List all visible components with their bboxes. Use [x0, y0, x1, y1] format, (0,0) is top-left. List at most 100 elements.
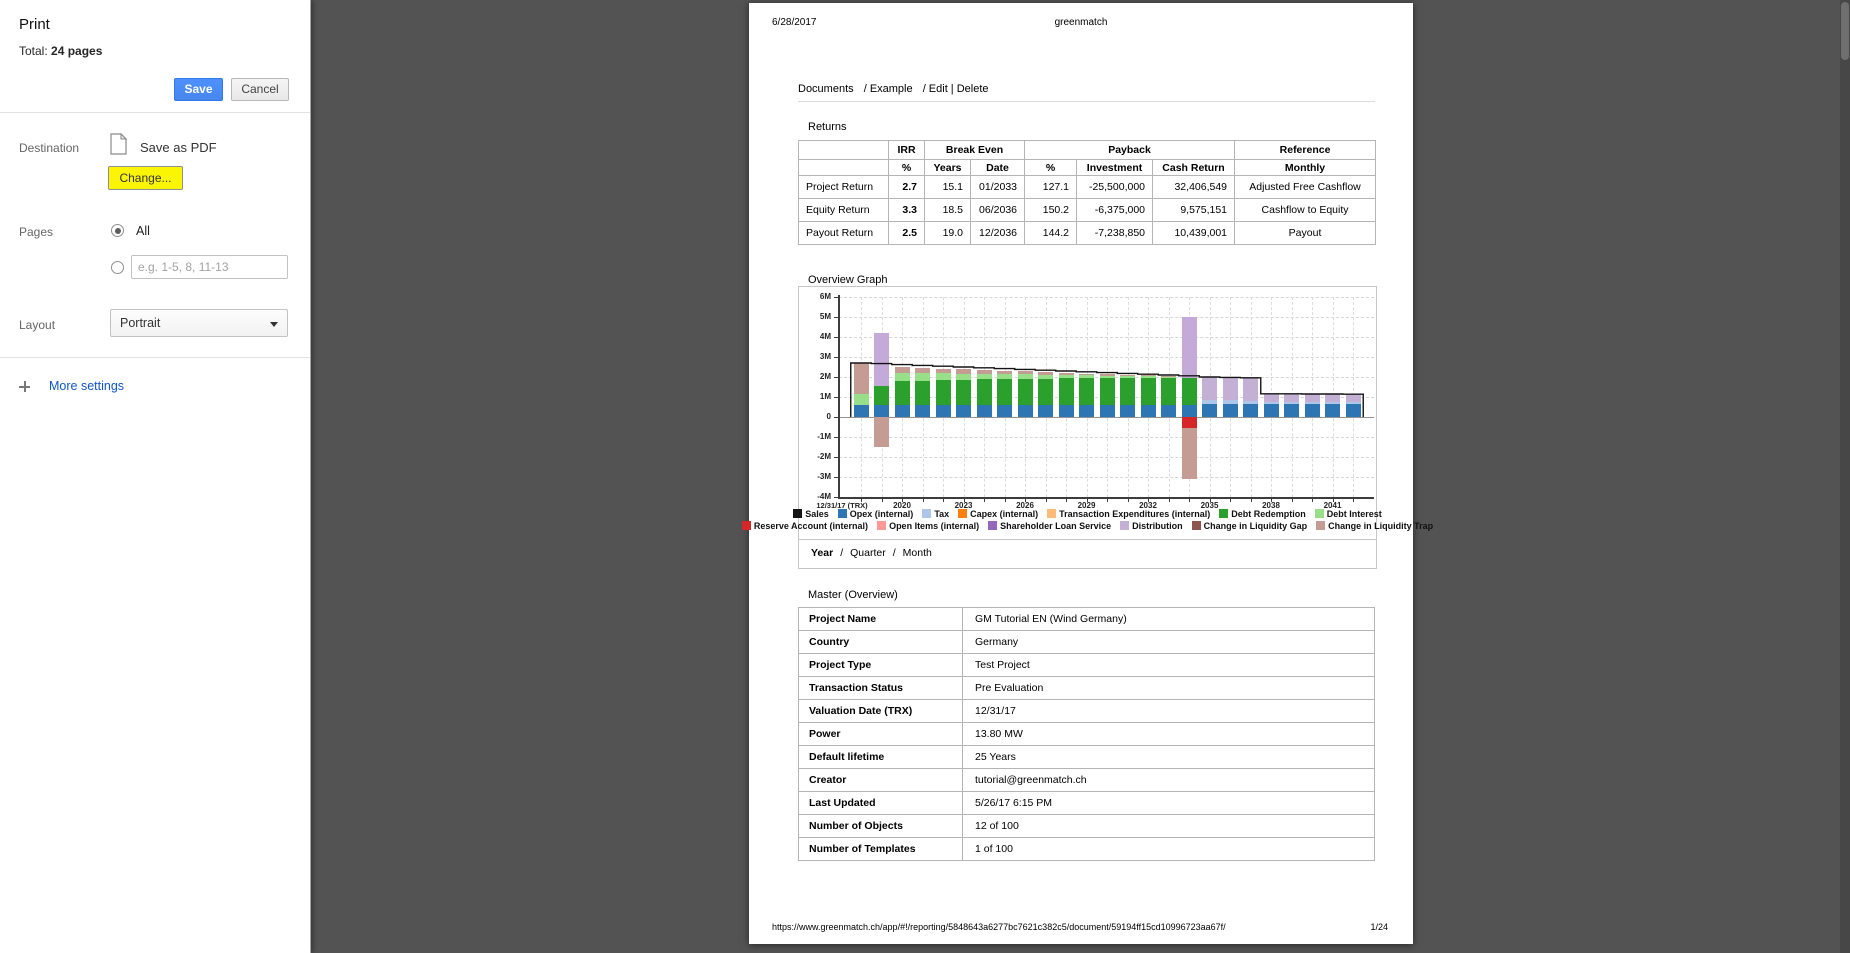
print-dialog: Print Total: 24 pages Save Cancel Destin…: [0, 0, 311, 953]
chart-x-tick: [1025, 498, 1026, 502]
legend-item: Open Items (internal): [877, 521, 979, 531]
chart-bar-segment: [956, 405, 971, 417]
chart-x-tick: [1209, 498, 1211, 502]
chart-bar-segment: [997, 374, 1012, 379]
chart-bar-segment: [1161, 375, 1176, 377]
chart-bar-segment: [915, 380, 930, 405]
pages-all-radio[interactable]: [111, 224, 124, 237]
chart-bar-segment: [976, 373, 992, 380]
returns-cell: 150.2: [1024, 198, 1078, 222]
master-row: Transaction Status Pre Evaluation: [798, 676, 1375, 700]
chart-y-tick: [834, 477, 838, 478]
y-tick-label: -2M: [817, 452, 831, 461]
chart-x-tick: [1148, 498, 1149, 502]
chart-bar-segment: [1243, 400, 1258, 404]
layout-select[interactable]: Portrait: [110, 309, 288, 337]
chart-hgridline: [839, 457, 1374, 458]
legend-swatch: [741, 521, 751, 530]
chart-divider: [799, 539, 1376, 540]
legend-label: Debt Redemption: [1231, 509, 1306, 519]
legend-item: Capex (internal): [958, 509, 1038, 519]
legend-label: Shareholder Loan Service: [1000, 521, 1112, 531]
legend-label: Opex (internal): [849, 509, 914, 519]
returns-cell: -25,500,000: [1076, 175, 1154, 199]
chart-bar-segment: [997, 405, 1012, 417]
legend-item: Sales: [793, 509, 829, 519]
legend-swatch: [1047, 509, 1057, 518]
chart-bar-segment: [997, 370, 1012, 374]
returns-table-grid: IRR Break Even Payback Reference% Years Date%…: [798, 140, 1377, 245]
returns-cell: Cashflow to Equity: [1234, 198, 1377, 222]
returns-group-header: [798, 140, 889, 160]
legend-label: Debt Interest: [1326, 509, 1382, 519]
chart-bar-segment: [1181, 417, 1197, 428]
returns-cell: 9,575,151: [1152, 198, 1236, 222]
cancel-button[interactable]: Cancel: [231, 78, 289, 101]
chart-bar-segment: [1058, 373, 1074, 376]
chart-bar-segment: [1202, 404, 1217, 417]
x-tick-label: 2023: [954, 501, 973, 510]
x-tick-label: 2026: [1016, 501, 1034, 510]
master-row-label: Last Updated: [798, 791, 963, 815]
returns-cell: Project Return: [798, 175, 889, 199]
returns-cell: 06/2036: [969, 198, 1026, 222]
chart-bar-segment: [1263, 394, 1279, 403]
legend-swatch: [1191, 521, 1201, 530]
chart-bar-segment: [1140, 375, 1156, 377]
chart-y-tick: [834, 317, 838, 318]
legend-item: Debt Interest: [1314, 509, 1382, 519]
more-settings-row[interactable]: More settings: [0, 370, 310, 404]
chart-bar-segment: [1243, 404, 1258, 417]
legend-label: Reserve Account (internal): [753, 521, 869, 531]
pages-label: Pages: [19, 225, 54, 239]
chart-bar-segment: [1017, 374, 1033, 379]
chart-bar-segment: [915, 373, 930, 381]
chart-bar-segment: [1017, 405, 1033, 417]
change-destination-button[interactable]: Change...: [108, 166, 183, 190]
chart-bar-segment: [894, 405, 910, 417]
period-item-year: Year: [811, 547, 834, 559]
returns-cell: Payout Return: [798, 221, 889, 245]
legend-swatch: [1316, 521, 1326, 530]
chart-bar-segment: [1181, 378, 1197, 405]
breadcrumb-child: / Example: [863, 83, 913, 95]
chart-bar-segment: [1058, 405, 1074, 417]
returns-sub-header: Cash Return: [1152, 159, 1236, 176]
returns-group-row: IRR Break Even Payback Reference: [798, 140, 1377, 160]
chart-bar-segment: [1120, 374, 1135, 377]
master-row: Default lifetime 25 Years: [798, 745, 1375, 769]
legend-label: Tax: [934, 509, 950, 519]
legend-item: Distribution: [1120, 521, 1183, 531]
legend-item: Shareholder Loan Service: [988, 521, 1111, 531]
chart-bar-segment: [935, 405, 951, 417]
chart-y-tick: [834, 417, 838, 418]
pages-range-input[interactable]: [131, 255, 288, 279]
chart-bar-segment: [1099, 374, 1115, 376]
chart-bar-segment: [1140, 376, 1156, 378]
y-tick-label: -3M: [817, 472, 831, 481]
destination-value: Save as PDF: [140, 140, 217, 155]
chart-x-tick: [1291, 498, 1293, 502]
pages-range-radio[interactable]: [111, 261, 124, 274]
save-button[interactable]: Save: [174, 78, 223, 101]
preview-scrollbar-thumb[interactable]: [1841, 2, 1849, 60]
doc-header-date: 6/28/2017: [772, 17, 817, 28]
chart-x-tick: [1353, 498, 1354, 502]
returns-body: Project Return 2.7 15.1 01/2033 127.1 -25,500…: [798, 175, 1377, 245]
section-divider: [0, 112, 310, 113]
master-row-label: Transaction Status: [798, 676, 963, 700]
y-tick-label: 2M: [819, 372, 831, 381]
chart-x-tick: [1086, 498, 1088, 502]
chart-hgridline: [839, 337, 1374, 338]
chart-bar-segment: [997, 379, 1012, 405]
master-row-value: Germany: [962, 630, 1375, 654]
print-preview-area: 6/28/2017 greenmatch Documents / Example…: [310, 0, 1850, 953]
chart-x-tick: [1107, 498, 1108, 502]
total-pages-value: 24 pages: [51, 44, 103, 58]
legend-swatch: [837, 509, 847, 518]
legend-item: Reserve Account (internal): [741, 521, 869, 531]
preview-scrollbar-track: [1840, 0, 1850, 953]
legend-label: Transaction Expenditures (internal): [1059, 509, 1211, 519]
chart-hgridline: [839, 297, 1374, 298]
